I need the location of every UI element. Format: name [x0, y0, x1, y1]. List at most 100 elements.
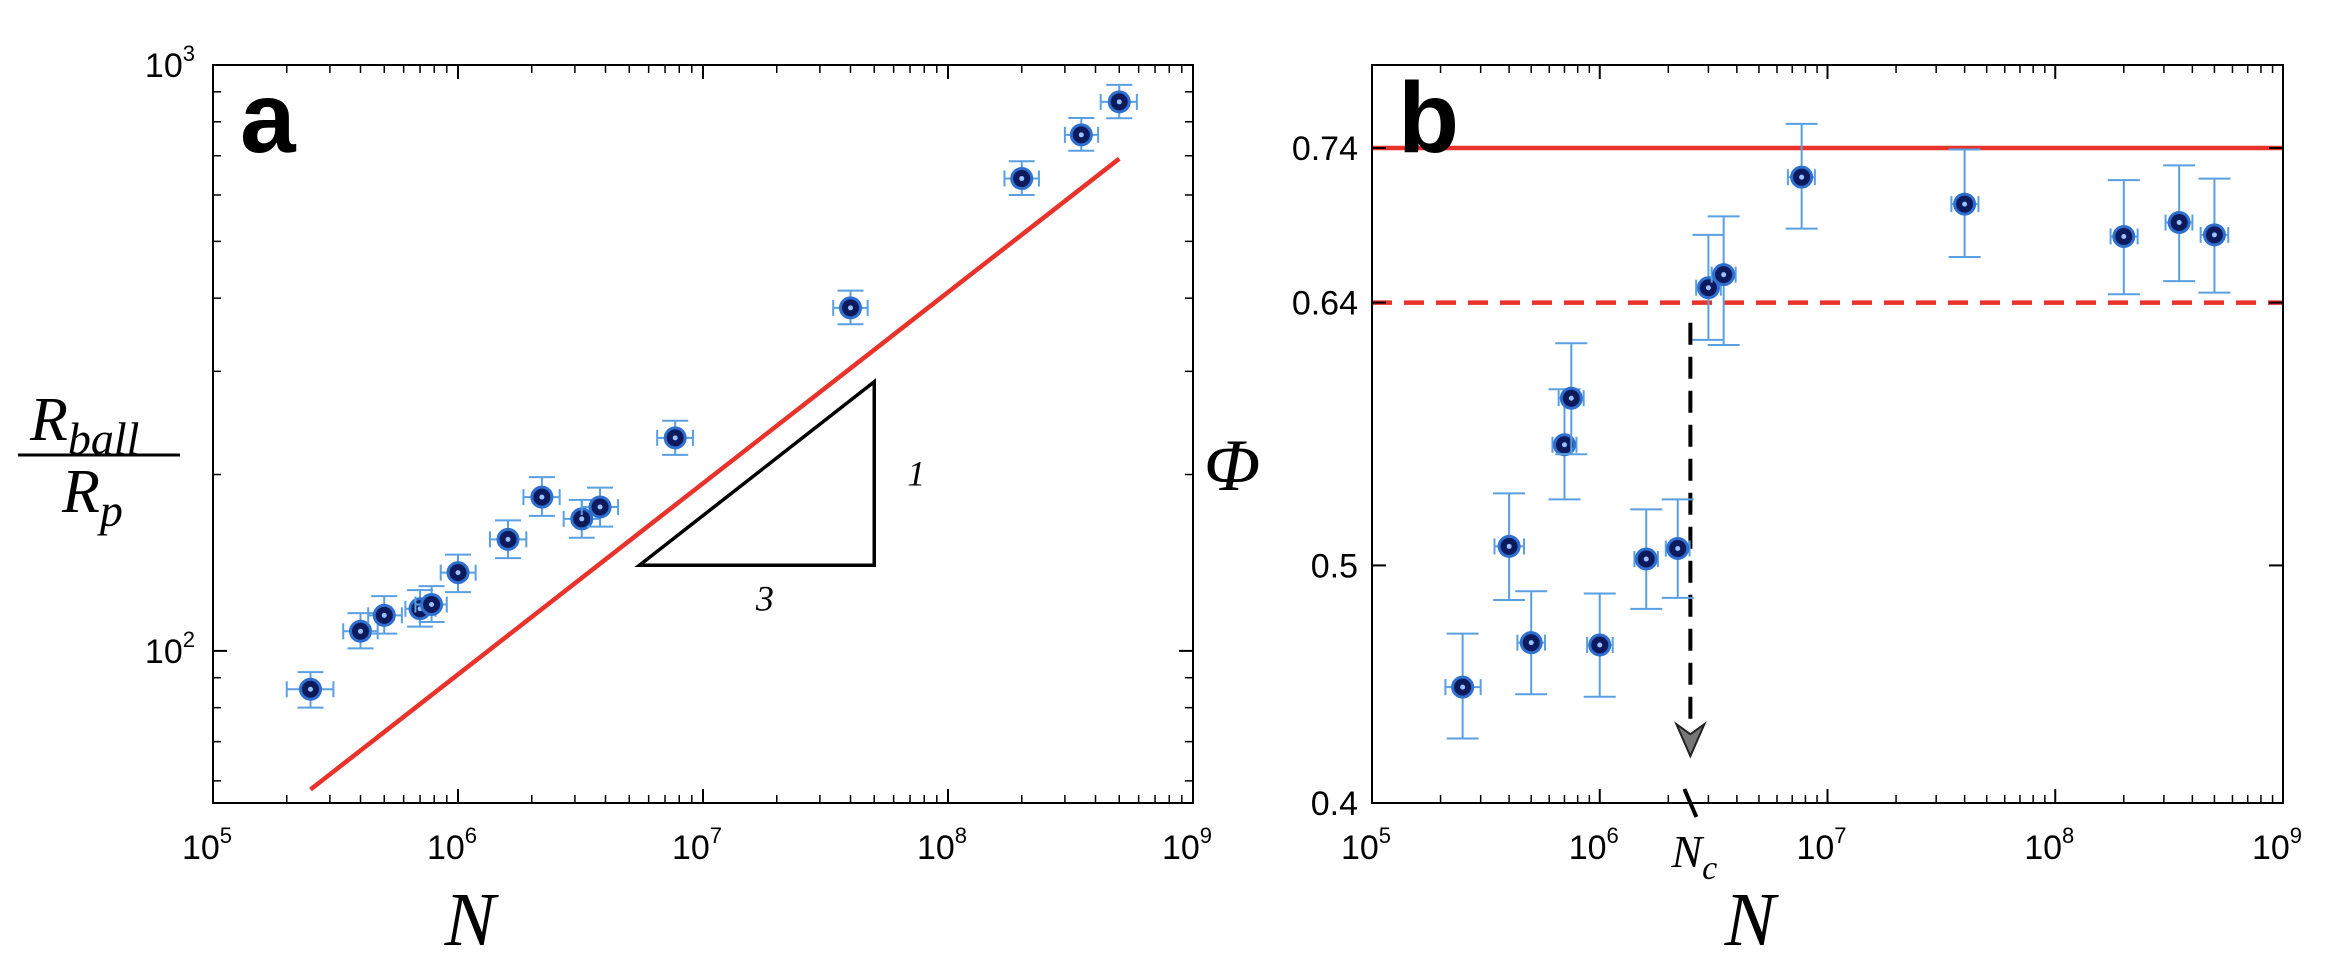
y-tick-label-base: 10: [145, 633, 183, 671]
x-tick-label-exp: 7: [710, 823, 722, 848]
y-title-numerator-base: R: [29, 386, 68, 454]
x-tick-label-base: 10: [2024, 829, 2062, 867]
svg-text:Rball: Rball: [29, 386, 139, 464]
marker-center: [307, 686, 313, 692]
slope-triangle-group: 31: [634, 378, 925, 618]
x-tick-labels-group: 105 106 107 108 109: [182, 823, 1212, 867]
plot-frame-a: [212, 64, 1194, 804]
x-tick-label-exp: 8: [955, 823, 967, 848]
x-tick-label-base: 10: [1341, 829, 1379, 867]
marker-center: [1597, 642, 1603, 648]
marker-center: [455, 570, 461, 576]
data-point: [1444, 632, 1482, 740]
data-point: [1692, 233, 1725, 341]
marker-center: [579, 516, 585, 522]
critical-n-arrowhead: [1674, 721, 1707, 759]
data-point: [2163, 164, 2196, 283]
svg-text:Rp: Rp: [61, 458, 123, 536]
x-tick-label: 109: [1162, 823, 1212, 867]
marker-center: [597, 504, 603, 510]
x-tick-label-base: 10: [427, 829, 465, 867]
data-point: [285, 671, 335, 709]
plot-frame-b: [1371, 64, 2284, 804]
x-tick-label-base: 10: [1796, 829, 1834, 867]
marker-center: [1116, 99, 1122, 105]
critical-n-label-sub: c: [1702, 850, 1717, 887]
x-tick-label-exp: 5: [1379, 823, 1391, 848]
x-tick-label-exp: 7: [1834, 823, 1846, 848]
x-axis-title-b: N: [1724, 878, 1780, 958]
data-point: [580, 486, 620, 528]
slope-triangle-run-label: 3: [755, 578, 774, 618]
data-point: [367, 595, 403, 635]
data-point: [439, 553, 477, 594]
slope-triangle-rise-label: 1: [907, 454, 925, 494]
panel-b: 105 106 107 108 109 0.40.50.640.74 b Φ N Nc: [1204, 62, 2302, 958]
y-axis-title-b: Φ: [1204, 425, 1260, 507]
data-point: [2198, 177, 2231, 294]
marker-center: [429, 601, 435, 607]
marker-center: [2176, 219, 2182, 225]
marker-center: [1675, 546, 1681, 552]
marker-center: [381, 612, 387, 618]
y-title-denominator-base: R: [61, 458, 100, 526]
reference-lines-group: [1372, 145, 2283, 305]
marker-center: [1561, 442, 1567, 448]
marker-center: [358, 628, 364, 634]
x-tick-label-base: 10: [182, 829, 220, 867]
marker-center: [1799, 174, 1805, 180]
y-tick-label-exp: 3: [183, 41, 195, 66]
y-tick-labels-group: 0.4 0.5 0.64 0.74: [1292, 130, 1358, 823]
x-tick-label-exp: 5: [220, 823, 232, 848]
data-point: [1099, 83, 1138, 120]
y-tick-label: 0.74: [1292, 130, 1358, 168]
data-point: [2107, 179, 2140, 296]
x-tick-label-exp: 6: [1607, 823, 1619, 848]
x-tick-label: 109: [2252, 823, 2302, 867]
x-tick-label: 108: [917, 823, 967, 867]
x-axis-title-a: N: [444, 878, 500, 958]
x-tick-label-exp: 9: [1200, 823, 1212, 848]
fit-line-group: [309, 156, 1121, 792]
data-point: [1785, 122, 1818, 230]
y-title-denominator-sub: p: [97, 485, 123, 536]
marker-center: [1528, 640, 1534, 646]
data-point: [1630, 508, 1663, 610]
data-point: [414, 585, 448, 624]
data-point: [656, 419, 694, 456]
marker-center: [1568, 395, 1574, 401]
marker-center: [1460, 684, 1466, 690]
marker-center: [2121, 233, 2127, 239]
marker-center: [2211, 232, 2217, 238]
data-point: [342, 612, 379, 650]
data-point: [1948, 148, 1981, 258]
x-tick-label: 106: [427, 823, 477, 867]
y-tick-label: 0.4: [1311, 785, 1358, 823]
critical-n-label-base: N: [1670, 826, 1704, 877]
marker-center: [1705, 285, 1711, 291]
x-tick-labels-group: 105 106 107 108 109: [1341, 823, 2302, 867]
panel-letter-b: b: [1398, 62, 1459, 174]
x-tick-label-base: 10: [2252, 829, 2290, 867]
y-tick-label-base: 10: [145, 47, 183, 85]
marker-center: [539, 494, 545, 500]
fit-line: [309, 156, 1121, 792]
x-tick-label-exp: 8: [2062, 823, 2074, 848]
x-tick-label-exp: 6: [465, 823, 477, 848]
x-tick-label-base: 10: [1569, 829, 1607, 867]
data-point: [1003, 160, 1040, 196]
x-tick-label: 107: [1796, 823, 1846, 867]
tick-marks-group: [212, 64, 1194, 803]
marker-center: [672, 435, 678, 441]
marker-center: [1643, 556, 1649, 562]
marker-center: [1078, 132, 1084, 138]
data-point: [832, 289, 869, 326]
critical-n-label: Nc: [1670, 826, 1717, 887]
y-tick-label: 0.5: [1311, 547, 1358, 585]
y-tick-label: 103: [145, 41, 195, 85]
marker-center: [1962, 201, 1968, 207]
marker-center: [1721, 272, 1727, 278]
slope-triangle: [634, 378, 876, 568]
